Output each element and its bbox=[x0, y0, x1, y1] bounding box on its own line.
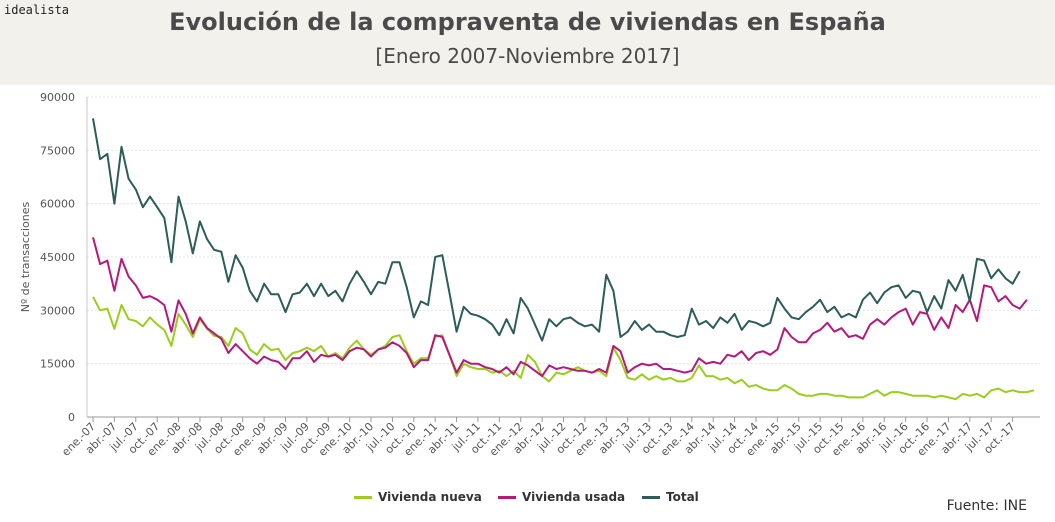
legend-label: Vivienda nueva bbox=[378, 490, 482, 504]
legend-label: Vivienda usada bbox=[522, 490, 626, 504]
y-gridlines bbox=[87, 96, 1040, 418]
y-tick-label: 75000 bbox=[40, 144, 75, 157]
y-tick-labels: 0 15000 30000 45000 60000 75000 90000 bbox=[40, 91, 75, 424]
chart-title: Evolución de la compraventa de viviendas… bbox=[169, 8, 886, 36]
series-lines bbox=[92, 118, 1035, 401]
legend-swatch-nueva bbox=[354, 496, 372, 499]
chart-legend: Vivienda nueva Vivienda usada Total bbox=[0, 488, 1055, 508]
brand-logo-text: idealista bbox=[4, 3, 70, 17]
y-tick-label: 15000 bbox=[40, 358, 75, 371]
source-note: Fuente: INE bbox=[946, 498, 1027, 514]
series-line-vivienda-usada[interactable] bbox=[92, 237, 1028, 378]
y-axis-label: Nº de transacciones bbox=[19, 201, 32, 312]
x-axis: ene.-07abr.-07jul.-07oct.-07ene.-08abr.-… bbox=[59, 97, 1040, 459]
y-tick-label: 30000 bbox=[40, 304, 75, 317]
chart-subtitle: [Enero 2007-Noviembre 2017] bbox=[375, 44, 680, 68]
y-tick-label: 45000 bbox=[40, 251, 75, 264]
series-line-vivienda-nueva[interactable] bbox=[92, 296, 1035, 401]
y-tick-label: 60000 bbox=[40, 198, 75, 211]
legend-swatch-usada bbox=[498, 496, 516, 499]
series-line-total[interactable] bbox=[92, 118, 1021, 342]
legend-swatch-total bbox=[642, 496, 660, 499]
y-tick-label: 0 bbox=[68, 411, 75, 424]
y-tick-label: 90000 bbox=[40, 91, 75, 104]
legend-label: Total bbox=[666, 490, 699, 504]
header-band: idealista Evolución de la compraventa de… bbox=[0, 0, 1055, 85]
line-chart: 0 15000 30000 45000 60000 75000 90000 ene.-07a… bbox=[19, 91, 1040, 459]
